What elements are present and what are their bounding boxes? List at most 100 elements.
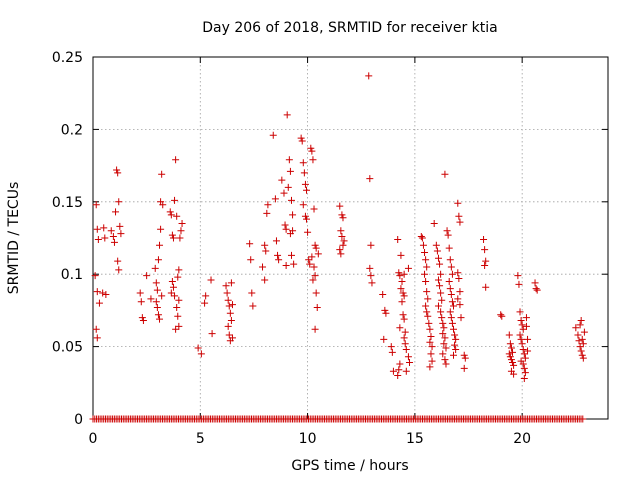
data-point [227, 317, 235, 325]
data-point [424, 312, 432, 320]
data-point [379, 290, 387, 298]
data-point [271, 195, 279, 203]
data-point [446, 308, 454, 316]
x-tick-label: 0 [89, 431, 98, 447]
data-point [139, 317, 147, 325]
data-point [158, 292, 166, 300]
data-point [450, 302, 457, 310]
data-point [94, 235, 102, 243]
data-point [430, 220, 438, 228]
data-point [247, 256, 255, 264]
data-point [517, 317, 525, 325]
data-point [174, 312, 182, 320]
data-point [113, 166, 121, 174]
data-point [143, 272, 151, 280]
data-point [158, 170, 166, 178]
data-point [153, 304, 161, 312]
data-point [153, 286, 161, 294]
data-point [366, 175, 374, 183]
data-point [368, 279, 376, 287]
data-point [432, 241, 440, 249]
data-point [406, 359, 414, 367]
data-point [93, 288, 101, 296]
data-point [454, 269, 462, 277]
data-point [382, 309, 390, 317]
data-point [439, 319, 447, 327]
data-point [336, 246, 344, 254]
data-point [307, 144, 315, 152]
data-point [286, 230, 294, 238]
data-point [156, 241, 164, 249]
data-point [578, 351, 586, 359]
data-point [401, 328, 409, 336]
data-point [299, 159, 307, 167]
data-point [208, 330, 216, 338]
data-point [306, 260, 314, 268]
data-point [287, 196, 295, 204]
data-point [173, 304, 181, 312]
data-point [175, 296, 183, 304]
data-point [519, 325, 527, 333]
data-point [577, 347, 585, 355]
data-point [426, 363, 434, 371]
data-point [418, 234, 426, 242]
data-point [434, 302, 442, 310]
data-point [424, 295, 432, 303]
data-point [274, 251, 282, 259]
data-point [261, 276, 269, 284]
data-point [225, 331, 233, 339]
data-point [290, 260, 298, 268]
data-point [395, 366, 403, 374]
data-point [224, 296, 232, 304]
data-point [166, 208, 174, 216]
data-point [312, 244, 320, 252]
data-point [436, 260, 444, 268]
data-point [518, 340, 526, 348]
data-point [517, 335, 525, 343]
data-point [298, 137, 306, 145]
data-point [171, 196, 179, 204]
data-point [313, 304, 321, 312]
data-point [287, 251, 295, 259]
data-point [402, 345, 410, 353]
data-point [509, 359, 517, 367]
data-point [281, 221, 289, 229]
data-point [172, 325, 180, 333]
data-point [109, 233, 117, 241]
data-point [249, 302, 257, 310]
data-point [228, 334, 236, 342]
data-point [176, 234, 184, 242]
data-point [154, 311, 162, 319]
data-point [434, 276, 442, 284]
data-point [422, 277, 430, 285]
data-point [168, 231, 176, 239]
data-point [226, 309, 234, 317]
data-point [262, 247, 270, 255]
data-point [285, 156, 293, 164]
data-point [575, 337, 583, 345]
data-point [91, 272, 99, 280]
data-point [301, 212, 309, 220]
data-point [301, 180, 309, 188]
data-point [524, 335, 532, 343]
data-point [178, 220, 186, 228]
data-point [426, 338, 434, 346]
data-point [422, 256, 430, 264]
data-point [305, 256, 313, 264]
data-point [304, 228, 312, 236]
y-tick-label: 0.15 [52, 195, 83, 211]
data-point [169, 283, 177, 291]
data-point [440, 324, 448, 332]
data-point [498, 312, 506, 320]
data-point [114, 257, 122, 265]
data-point [426, 325, 434, 333]
data-point [461, 354, 469, 362]
data-point [455, 275, 463, 283]
data-point [365, 72, 373, 80]
data-point [107, 227, 115, 235]
data-point [381, 306, 389, 314]
data-point [445, 277, 453, 285]
data-point [159, 201, 167, 209]
data-point [157, 225, 165, 233]
data-point [396, 324, 404, 332]
